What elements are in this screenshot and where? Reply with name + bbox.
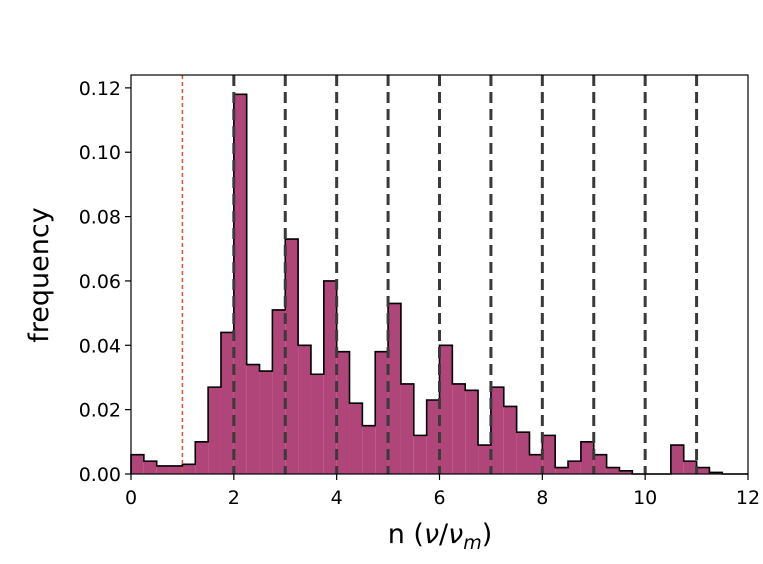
plot-area xyxy=(130,93,748,475)
histogram-bar xyxy=(233,94,247,474)
histogram-bar xyxy=(246,364,260,474)
x-tick-label: 2 xyxy=(228,487,240,509)
x-axis-label-slash: / xyxy=(439,519,449,550)
x-axis-label-prefix: n ( xyxy=(388,519,424,550)
histogram-bar xyxy=(683,461,697,474)
histogram-bar xyxy=(503,406,517,474)
histogram-bar xyxy=(413,435,427,474)
histogram-bar xyxy=(208,387,221,474)
histogram-bar xyxy=(439,345,453,474)
y-axis-ticks: 0.00 0.02 0.04 0.06 0.08 0.10 0.12 xyxy=(79,78,131,486)
x-axis-label-nu: ν xyxy=(424,519,439,550)
histogram-bar xyxy=(709,472,723,474)
histogram-bar xyxy=(490,387,504,474)
y-axis-label: frequency xyxy=(24,207,55,342)
histogram-bar xyxy=(195,441,209,474)
y-tick-label: 0.04 xyxy=(79,335,121,357)
x-tick-label: 4 xyxy=(331,487,343,509)
y-tick-label: 0.08 xyxy=(79,207,121,229)
histogram-bar xyxy=(619,470,633,474)
y-tick-label: 0.06 xyxy=(79,271,121,293)
histogram-bar xyxy=(375,351,389,474)
x-tick-label: 10 xyxy=(633,487,657,509)
histogram-bar xyxy=(580,441,594,474)
histogram-bar xyxy=(336,351,350,474)
histogram-bar xyxy=(606,467,620,474)
histogram-bar xyxy=(465,390,479,474)
histogram-bar xyxy=(285,239,299,474)
histogram-bar xyxy=(478,445,491,474)
histogram-bar xyxy=(568,461,581,474)
x-axis-label-close: ) xyxy=(482,519,493,550)
histogram-bar xyxy=(310,374,324,474)
histogram-bar xyxy=(298,345,311,474)
histogram-bar xyxy=(182,464,196,474)
x-tick-label: 0 xyxy=(125,487,137,509)
histogram-bar xyxy=(323,280,337,474)
y-tick-label: 0.02 xyxy=(79,400,121,422)
x-tick-label: 12 xyxy=(736,487,760,509)
histogram-bar xyxy=(555,467,569,474)
histogram-bar xyxy=(516,432,530,474)
x-axis-ticks: 0 2 4 6 8 10 12 xyxy=(125,474,760,509)
histogram-bar xyxy=(452,383,466,474)
histogram-bar xyxy=(169,465,183,474)
x-tick-label: 6 xyxy=(433,487,445,509)
histogram-bar xyxy=(349,403,363,474)
x-axis-label-subscript: m xyxy=(463,532,482,554)
histogram-bar xyxy=(272,309,286,474)
y-tick-label: 0.10 xyxy=(79,142,121,164)
x-tick-label: 8 xyxy=(536,487,548,509)
histogram-bar xyxy=(362,425,376,474)
histogram-bar xyxy=(529,454,543,474)
histogram-bar xyxy=(696,467,710,474)
y-tick-label: 0.00 xyxy=(79,464,121,486)
histogram-bar xyxy=(220,332,234,474)
histogram-bar xyxy=(542,435,556,474)
histogram-bar xyxy=(670,445,684,474)
x-axis-label: n (ν/νm) xyxy=(388,519,493,554)
histogram-bar xyxy=(388,303,401,474)
histogram-bar xyxy=(156,465,170,474)
histogram-bar xyxy=(400,383,414,474)
histogram-bar xyxy=(143,461,157,474)
y-tick-label: 0.12 xyxy=(79,78,121,100)
x-axis-label-nu-m: ν xyxy=(448,519,463,550)
histogram-bar xyxy=(131,454,144,474)
histogram-bar xyxy=(593,454,607,474)
histogram-bar xyxy=(426,399,440,474)
reference-lines xyxy=(181,75,699,474)
histogram-bar xyxy=(259,371,273,474)
